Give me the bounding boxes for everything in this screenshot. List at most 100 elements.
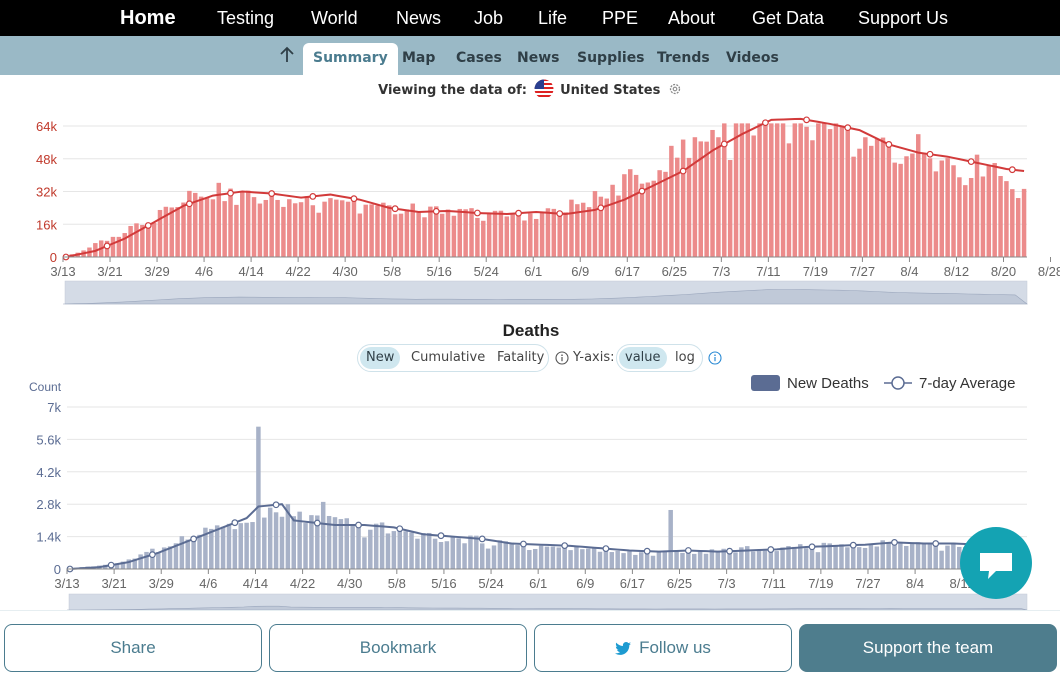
x-tick-label: 4/14 — [238, 264, 263, 279]
nav-ppe[interactable]: PPE — [602, 8, 639, 28]
bar — [892, 162, 897, 257]
bar — [334, 199, 339, 257]
average-point — [391, 205, 399, 213]
gear-icon[interactable] — [668, 82, 682, 96]
average-point — [231, 519, 239, 527]
bar — [1010, 189, 1015, 257]
bar — [804, 126, 809, 257]
bar — [193, 192, 198, 257]
bar — [910, 153, 915, 257]
bar — [457, 208, 462, 257]
bar — [774, 551, 779, 569]
deaths-chart: 0 1.4k 2.8k 4.2k 5.6k 7k 3/13 3/21 3/29 4/6 4/14 4/… — [29, 375, 1028, 610]
tab-cases[interactable]: Cases — [456, 50, 502, 66]
bar — [709, 549, 715, 569]
nav-life[interactable]: Life — [538, 8, 568, 28]
bar — [114, 563, 120, 569]
bar — [291, 516, 296, 569]
bar — [175, 207, 180, 257]
follow-us-button[interactable]: Follow us — [534, 624, 792, 672]
tab-videos[interactable]: Videos — [726, 50, 779, 66]
share-button[interactable]: Share — [4, 624, 262, 672]
bar — [161, 547, 167, 569]
bar — [257, 203, 263, 257]
bar — [316, 212, 321, 257]
tab-summary[interactable]: Summary — [303, 43, 398, 75]
bar — [486, 213, 492, 257]
bar — [228, 188, 233, 257]
info-icon-blue[interactable] — [708, 351, 722, 365]
nav-support-us[interactable]: Support Us — [858, 8, 949, 28]
bar — [945, 545, 950, 569]
bar — [656, 552, 662, 569]
bar — [845, 547, 850, 569]
bar — [210, 199, 216, 257]
bar — [904, 156, 909, 257]
bar — [839, 126, 845, 257]
x-tick-label: 5/24 — [478, 576, 503, 591]
bar — [416, 212, 421, 257]
bar — [557, 211, 562, 257]
bar — [680, 139, 686, 257]
nav-job[interactable]: Job — [474, 8, 504, 28]
bar — [244, 522, 249, 569]
bar — [945, 158, 950, 257]
average-point — [227, 189, 234, 197]
nav-home[interactable]: Home — [120, 7, 176, 29]
bar — [369, 204, 374, 257]
bar — [745, 123, 751, 257]
bar — [409, 532, 414, 569]
bar — [569, 199, 574, 257]
bar — [957, 177, 962, 257]
x-tick-label: 8/20 — [991, 264, 1016, 279]
nav-world[interactable]: World — [311, 8, 358, 28]
chat-button[interactable] — [960, 527, 1032, 599]
zoom-slider-preview — [67, 605, 1028, 610]
bar — [497, 540, 503, 569]
bar — [597, 551, 603, 569]
mode-fatality[interactable]: Fatality — [497, 350, 545, 365]
support-team-button[interactable]: Support the team — [799, 624, 1057, 672]
bar — [134, 223, 139, 257]
x-tick-label: 5/16 — [431, 576, 456, 591]
bar — [450, 536, 456, 569]
viewing-country[interactable]: United States — [560, 83, 661, 98]
tab-supplies[interactable]: Supplies — [577, 50, 645, 66]
average-point — [932, 540, 940, 547]
bar — [310, 205, 316, 257]
bar — [868, 543, 874, 569]
nav-testing[interactable]: Testing — [217, 8, 275, 28]
bar — [391, 531, 397, 569]
nav-get-data[interactable]: Get Data — [752, 8, 825, 28]
mode-new[interactable]: New — [360, 347, 401, 369]
nav-about[interactable]: About — [668, 8, 716, 28]
bar — [338, 519, 344, 569]
bar — [939, 550, 944, 569]
scale-log[interactable]: log — [675, 350, 695, 365]
tab-news[interactable]: News — [517, 50, 560, 66]
bar — [375, 205, 380, 257]
bar — [138, 554, 143, 569]
bookmark-button[interactable]: Bookmark — [269, 624, 527, 672]
nav-news[interactable]: News — [396, 8, 442, 28]
bar — [363, 204, 368, 257]
average-point — [926, 150, 934, 158]
bar — [538, 545, 544, 569]
bar — [756, 550, 762, 569]
x-tick-label: 6/9 — [571, 264, 589, 279]
tab-trends[interactable]: Trends — [657, 50, 710, 66]
bar — [803, 548, 809, 569]
arrow-up-icon[interactable] — [277, 45, 297, 65]
bar — [585, 548, 591, 569]
bar — [426, 532, 432, 569]
x-tick-label: 4/6 — [199, 576, 217, 591]
x-tick-label: 3/21 — [101, 576, 126, 591]
bar — [598, 196, 604, 257]
bar — [898, 543, 903, 569]
average-point — [355, 521, 362, 529]
mode-cumulative[interactable]: Cumulative — [411, 350, 486, 365]
info-icon[interactable] — [555, 351, 569, 365]
scale-value[interactable]: value — [619, 347, 667, 369]
tab-map[interactable]: Map — [402, 50, 436, 66]
bar — [733, 123, 739, 257]
